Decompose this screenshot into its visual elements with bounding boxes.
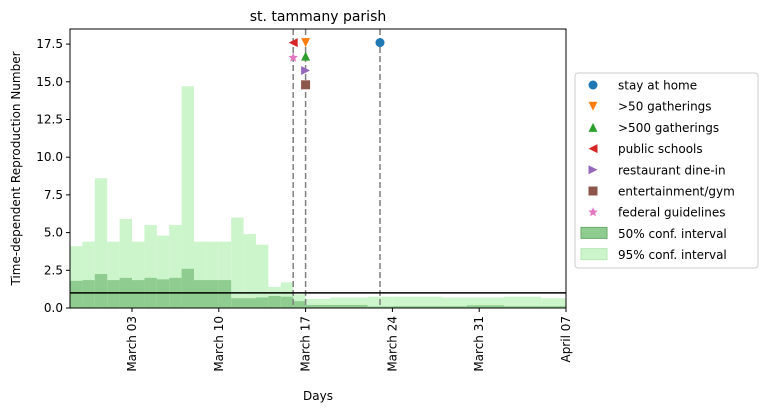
ci95-segment-24: [504, 296, 542, 308]
ci50-segment-2: [94, 274, 108, 308]
ci95-segment-22: [392, 296, 442, 308]
ci50-segment-21: [504, 306, 566, 308]
marker--50-gatherings: [301, 38, 311, 48]
ci95-segment-13: [231, 217, 244, 308]
legend-marker-5: [588, 186, 598, 196]
legend-marker-1: [588, 101, 598, 111]
legend-box: [574, 72, 759, 269]
ci50-segment-13: [256, 297, 269, 308]
legend-label-8: 95% conf. interval: [618, 248, 727, 262]
y-axis-ticks: 0.0 2.5 5.0 7.5 10.0 12.5 15.0 17.5: [36, 37, 70, 315]
x-axis-ticks: March 03 March 10 March 17 March 24 March 31…: [125, 308, 573, 372]
legend-label-6: federal guidelines: [618, 206, 726, 220]
x-tick-label-1: March 10: [212, 316, 226, 372]
ci50-segment-12: [231, 298, 256, 308]
y-tick-label-5: 12.5: [36, 112, 63, 126]
legend-patch-8: [580, 248, 608, 261]
legend-patch-7: [580, 226, 608, 239]
legend-label-1: >50 gatherings: [618, 100, 712, 114]
legend-label-5: entertainment/gym: [618, 185, 735, 199]
ci50-segment-1: [82, 280, 95, 308]
y-tick-label-2: 5.0: [44, 226, 63, 240]
legend-marker-3: [588, 144, 598, 154]
y-tick-label-1: 2.5: [44, 263, 63, 277]
ci50-segment-20: [466, 305, 504, 308]
ci95-segment-23: [442, 297, 504, 308]
legend: stay at home >50 gatherings >500 gathering…: [574, 72, 759, 269]
ci50-segment-7: [156, 279, 170, 308]
ci50-segment-11: [218, 280, 232, 308]
chart-title: st. tammany parish: [250, 9, 387, 25]
ci50-segment-19: [392, 306, 467, 308]
x-tick-label-5: April 07: [559, 316, 573, 363]
ci50-segment-18: [367, 306, 393, 308]
y-tick-label-4: 10.0: [36, 150, 63, 164]
ci95-segment-20: [330, 297, 368, 308]
ci95-area: [70, 86, 566, 308]
marker-entertainment-gym: [301, 80, 311, 90]
x-tick-label-2: March 17: [299, 316, 313, 372]
legend-label-4: restaurant dine-in: [618, 163, 726, 177]
x-axis-label: Days: [303, 389, 333, 403]
intervention-vlines: [292, 29, 381, 308]
marker-federal-guidelines: [288, 52, 298, 62]
legend-marker-4: [588, 165, 598, 175]
x-tick-label-4: March 31: [472, 316, 486, 372]
x-tick-label-3: March 24: [385, 316, 399, 372]
ci95-segment-15: [256, 244, 269, 308]
ci95-segment-19: [305, 298, 331, 308]
ci50-segment-9: [181, 268, 194, 308]
ci50-segment-14: [268, 295, 281, 308]
legend-label-7: 50% conf. interval: [618, 227, 727, 241]
ci50-segment-5: [132, 280, 145, 308]
marker-public-schools: [288, 38, 298, 48]
plot-frame: [69, 28, 567, 309]
marker--500-gatherings: [301, 51, 311, 61]
legend-marker-2: [588, 122, 598, 132]
ci95-segment-14: [243, 234, 256, 308]
ci95-segment-25: [541, 298, 566, 308]
intervention-markers: [288, 38, 385, 90]
ci50-segment-17: [305, 304, 368, 308]
legend-label-3: public schools: [618, 142, 703, 156]
marker-stay-at-home: [375, 38, 385, 48]
legend-marker-6: [588, 207, 598, 217]
ci50-segment-10: [194, 280, 219, 308]
legend-marker-0: [588, 80, 598, 90]
marker-restaurant-dine-in: [301, 65, 311, 75]
y-tick-label-7: 17.5: [36, 37, 63, 51]
x-tick-label-0: March 03: [125, 316, 139, 372]
y-tick-label-3: 7.5: [44, 188, 63, 202]
legend-label-2: >500 gatherings: [618, 121, 719, 135]
ci95-segment-9: [181, 86, 194, 308]
y-tick-label-6: 15.0: [36, 75, 63, 89]
ci50-segment-0: [70, 280, 83, 308]
y-tick-label-0: 0.0: [44, 301, 63, 315]
ci50-segment-15: [280, 296, 294, 308]
legend-label-0: stay at home: [618, 79, 697, 93]
ci50-segment-16: [293, 301, 306, 308]
ci50-segment-3: [107, 280, 120, 308]
y-axis-label: Time-dependent Reproduction Number: [9, 51, 23, 286]
